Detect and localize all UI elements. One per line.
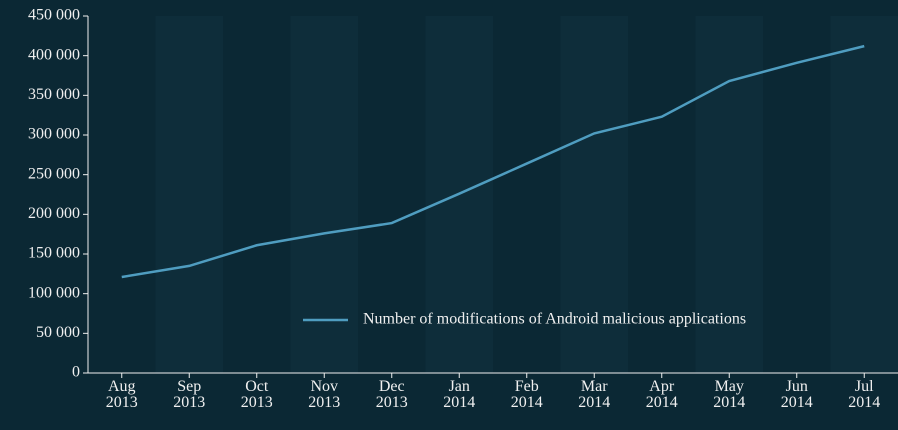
y-tick-label: 50 000	[36, 324, 80, 341]
line	[121, 44, 865, 279]
y-tick-label: 0	[72, 364, 80, 381]
x-tick-label: May 2014	[713, 378, 746, 411]
band	[155, 16, 223, 373]
x-tick-label: Apr 2014	[645, 378, 678, 411]
x-tick-label: Mar 2014	[578, 378, 611, 411]
x-tick-label: Nov 2013	[308, 378, 341, 411]
y-tick-label: 250 000	[28, 165, 80, 182]
y-tick-label: 350 000	[28, 86, 80, 103]
x-tick-label: Jul 2014	[848, 378, 881, 411]
x-tick-label: Jan 2014	[443, 378, 476, 411]
x-tick-label: Oct 2013	[240, 378, 273, 411]
y-tick-label: 100 000	[28, 284, 80, 301]
y-tick-label: 450 000	[28, 7, 80, 24]
x-tick-label: Sep 2013	[173, 378, 206, 411]
x-tick-label: Feb 2014	[510, 378, 543, 411]
band	[560, 16, 628, 373]
band	[290, 16, 358, 373]
band	[830, 16, 898, 373]
legend-label: Number of modifications of Android malic…	[363, 311, 746, 328]
y-tick-label: 400 000	[28, 46, 80, 63]
x-tick-label: Jun 2014	[780, 378, 813, 411]
y-tick-label: 300 000	[28, 126, 80, 143]
y-tick-label: 150 000	[28, 245, 80, 262]
x-tick-label: Dec 2013	[375, 378, 408, 411]
y-tick-label: 200 000	[28, 205, 80, 222]
x-tick-label: Aug 2013	[105, 378, 138, 411]
